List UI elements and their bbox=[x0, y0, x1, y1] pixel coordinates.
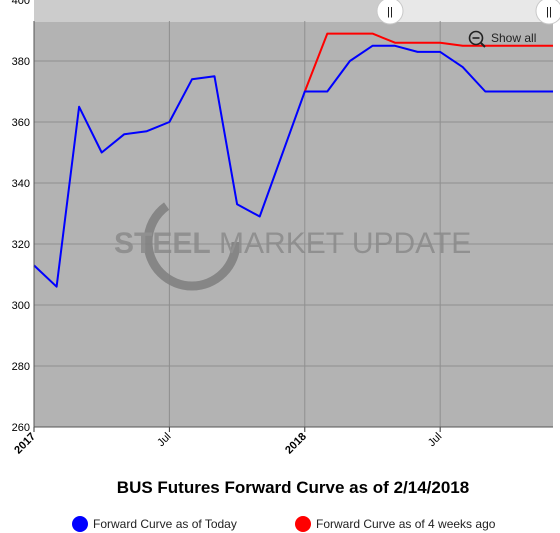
x-tick-label: Jul bbox=[155, 431, 173, 449]
series-line-4-weeks-ago[interactable] bbox=[303, 32, 553, 92]
y-tick-label: 340 bbox=[12, 178, 30, 190]
y-tick-label: 380 bbox=[12, 56, 30, 68]
watermark-text: STEEL MARKET UPDATE bbox=[114, 227, 471, 260]
svg-text:||: || bbox=[387, 6, 393, 18]
y-tick-label: 260 bbox=[12, 422, 30, 434]
legend-label-today: Forward Curve as of Today bbox=[93, 517, 237, 531]
chart-title: BUS Futures Forward Curve as of 2/14/201… bbox=[117, 478, 469, 497]
y-tick-label: 360 bbox=[12, 117, 30, 129]
x-tick-label: Jul bbox=[426, 431, 444, 449]
plot-area bbox=[34, 0, 553, 427]
y-tick-label: 300 bbox=[12, 300, 30, 312]
show-all-label: Show all bbox=[491, 31, 536, 45]
series-line-today[interactable] bbox=[33, 44, 553, 288]
legend-item-today[interactable]: Forward Curve as of Today bbox=[72, 516, 237, 532]
show-all-button[interactable]: Show all bbox=[468, 30, 537, 48]
legend-item-4-weeks-ago[interactable]: Forward Curve as of 4 weeks ago bbox=[295, 516, 496, 532]
legend-marker-today bbox=[72, 516, 88, 532]
x-tick-label: 2017 bbox=[12, 431, 38, 457]
y-tick-label: 400 bbox=[12, 0, 30, 7]
navigator-left-handle[interactable]: || bbox=[376, 0, 404, 25]
watermark-logo: STEEL MARKET UPDATE bbox=[114, 193, 471, 291]
svg-text:||: || bbox=[546, 6, 552, 18]
series-layer bbox=[33, 32, 553, 288]
range-navigator-selected[interactable] bbox=[390, 0, 553, 22]
x-tick-label: 2018 bbox=[283, 431, 309, 457]
legend-marker-4-weeks-ago bbox=[295, 516, 311, 532]
y-tick-label: 320 bbox=[12, 239, 30, 251]
legend-label-4-weeks-ago: Forward Curve as of 4 weeks ago bbox=[316, 517, 496, 531]
zoom-out-icon bbox=[468, 30, 486, 48]
legend: Forward Curve as of Today Forward Curve … bbox=[72, 516, 496, 532]
y-tick-label: 280 bbox=[12, 361, 30, 373]
navigator-right-handle[interactable]: || bbox=[535, 0, 560, 25]
